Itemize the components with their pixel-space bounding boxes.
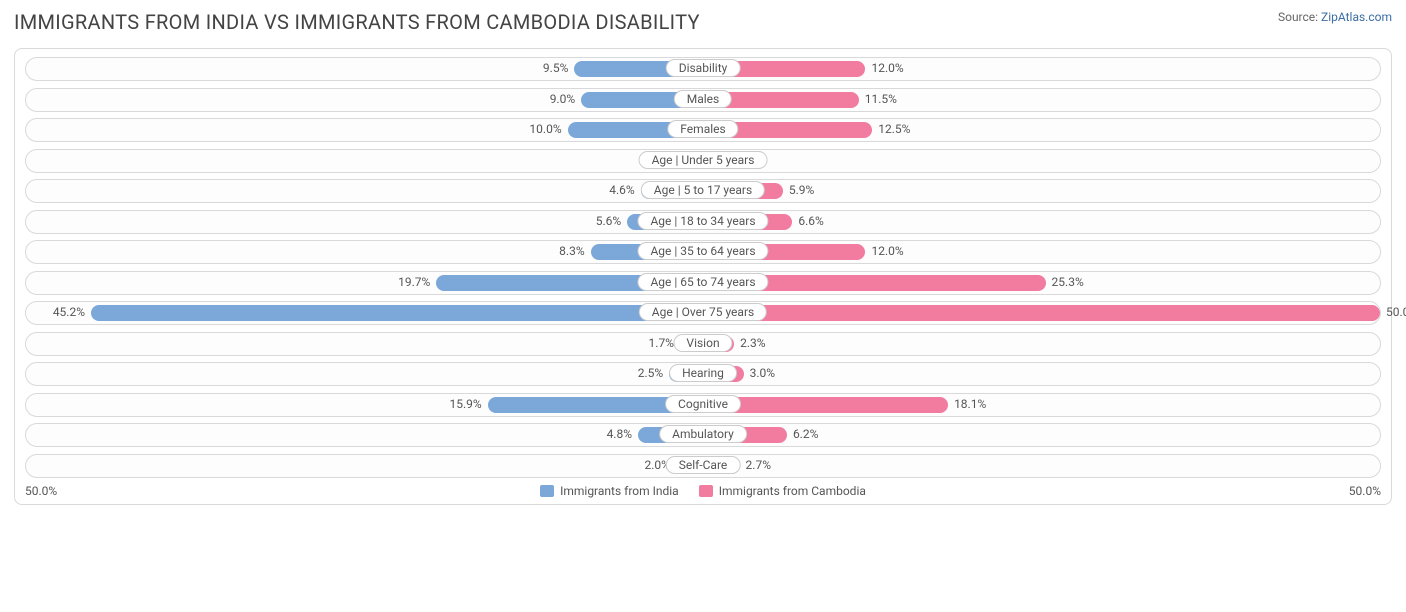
value-left: 9.5% bbox=[543, 61, 568, 75]
legend: Immigrants from India Immigrants from Ca… bbox=[540, 484, 866, 498]
value-left: 4.8% bbox=[607, 427, 632, 441]
legend-label-left: Immigrants from India bbox=[560, 484, 679, 498]
legend-item-right: Immigrants from Cambodia bbox=[699, 484, 866, 498]
value-right: 6.2% bbox=[793, 427, 818, 441]
chart-row: 9.5% 12.0% Disability bbox=[25, 57, 1381, 81]
value-left: 1.7% bbox=[649, 336, 674, 350]
category-label: Age | Under 5 years bbox=[639, 151, 768, 169]
category-label: Hearing bbox=[669, 364, 737, 382]
value-right: 3.0% bbox=[750, 366, 775, 380]
category-label: Males bbox=[674, 90, 732, 108]
chart-row: 10.0% 12.5% Females bbox=[25, 118, 1381, 142]
value-left: 2.5% bbox=[638, 366, 663, 380]
chart-row: 1.0%1.2%Age | Under 5 years bbox=[25, 149, 1381, 173]
category-label: Age | 18 to 34 years bbox=[637, 212, 768, 230]
bar-left bbox=[91, 305, 703, 321]
value-left: 4.6% bbox=[609, 183, 634, 197]
value-left: 19.7% bbox=[398, 275, 430, 289]
category-label: Cognitive bbox=[665, 395, 741, 413]
value-right: 12.5% bbox=[878, 122, 910, 136]
category-label: Self-Care bbox=[666, 456, 741, 474]
chart-footer: 50.0% Immigrants from India Immigrants f… bbox=[25, 484, 1381, 498]
value-right: 5.9% bbox=[789, 183, 814, 197]
diverging-bar-chart: 9.5% 12.0% Disability 9.0% 11.5% Males 10.0% 12… bbox=[14, 48, 1392, 505]
value-right: 18.1% bbox=[954, 397, 986, 411]
category-label: Age | 65 to 74 years bbox=[637, 273, 768, 291]
value-right: 50.0% bbox=[1386, 305, 1406, 319]
axis-left-max: 50.0% bbox=[25, 484, 57, 498]
category-label: Vision bbox=[673, 334, 732, 352]
chart-row: 2.0%2.7%Self-Care bbox=[25, 454, 1381, 478]
legend-label-right: Immigrants from Cambodia bbox=[719, 484, 866, 498]
category-label: Age | Over 75 years bbox=[639, 303, 767, 321]
bar-right bbox=[703, 305, 1380, 321]
value-right: 25.3% bbox=[1052, 275, 1084, 289]
value-right: 2.7% bbox=[746, 458, 771, 472]
category-label: Females bbox=[667, 120, 738, 138]
category-label: Disability bbox=[666, 59, 741, 77]
source-link[interactable]: ZipAtlas.com bbox=[1321, 10, 1392, 24]
value-right: 2.3% bbox=[740, 336, 765, 350]
value-right: 12.0% bbox=[871, 244, 903, 258]
category-label: Age | 35 to 64 years bbox=[637, 242, 768, 260]
legend-swatch-left bbox=[540, 485, 554, 497]
legend-item-left: Immigrants from India bbox=[540, 484, 679, 498]
chart-row: 4.6% 5.9% Age | 5 to 17 years bbox=[25, 179, 1381, 203]
value-left: 8.3% bbox=[559, 244, 584, 258]
value-right: 11.5% bbox=[865, 92, 897, 106]
source-attribution: Source: ZipAtlas.com bbox=[1278, 10, 1392, 24]
chart-row: 19.7% 25.3% Age | 65 to 74 years bbox=[25, 271, 1381, 295]
chart-row: 4.8% 6.2% Ambulatory bbox=[25, 423, 1381, 447]
legend-swatch-right bbox=[699, 485, 713, 497]
axis-right-max: 50.0% bbox=[1349, 484, 1381, 498]
chart-row: 45.2%50.0%Age | Over 75 years bbox=[25, 301, 1381, 325]
chart-row: 8.3% 12.0% Age | 35 to 64 years bbox=[25, 240, 1381, 264]
value-right: 12.0% bbox=[871, 61, 903, 75]
chart-row: 2.5% 3.0% Hearing bbox=[25, 362, 1381, 386]
value-left: 45.2% bbox=[53, 305, 85, 319]
chart-row: 1.7% 2.3% Vision bbox=[25, 332, 1381, 356]
value-left: 10.0% bbox=[529, 122, 561, 136]
chart-row: 5.6% 6.6% Age | 18 to 34 years bbox=[25, 210, 1381, 234]
category-label: Age | 5 to 17 years bbox=[641, 181, 765, 199]
chart-row: 9.0% 11.5% Males bbox=[25, 88, 1381, 112]
header: IMMIGRANTS FROM INDIA VS IMMIGRANTS FROM… bbox=[14, 10, 1392, 34]
chart-row: 15.9% 18.1% Cognitive bbox=[25, 393, 1381, 417]
value-right: 6.6% bbox=[798, 214, 823, 228]
value-left: 15.9% bbox=[450, 397, 482, 411]
page-title: IMMIGRANTS FROM INDIA VS IMMIGRANTS FROM… bbox=[14, 10, 700, 34]
chart-rows: 9.5% 12.0% Disability 9.0% 11.5% Males 10.0% 12… bbox=[25, 57, 1381, 478]
value-left: 9.0% bbox=[550, 92, 575, 106]
value-left: 5.6% bbox=[596, 214, 621, 228]
source-prefix: Source: bbox=[1278, 10, 1321, 24]
category-label: Ambulatory bbox=[659, 425, 747, 443]
